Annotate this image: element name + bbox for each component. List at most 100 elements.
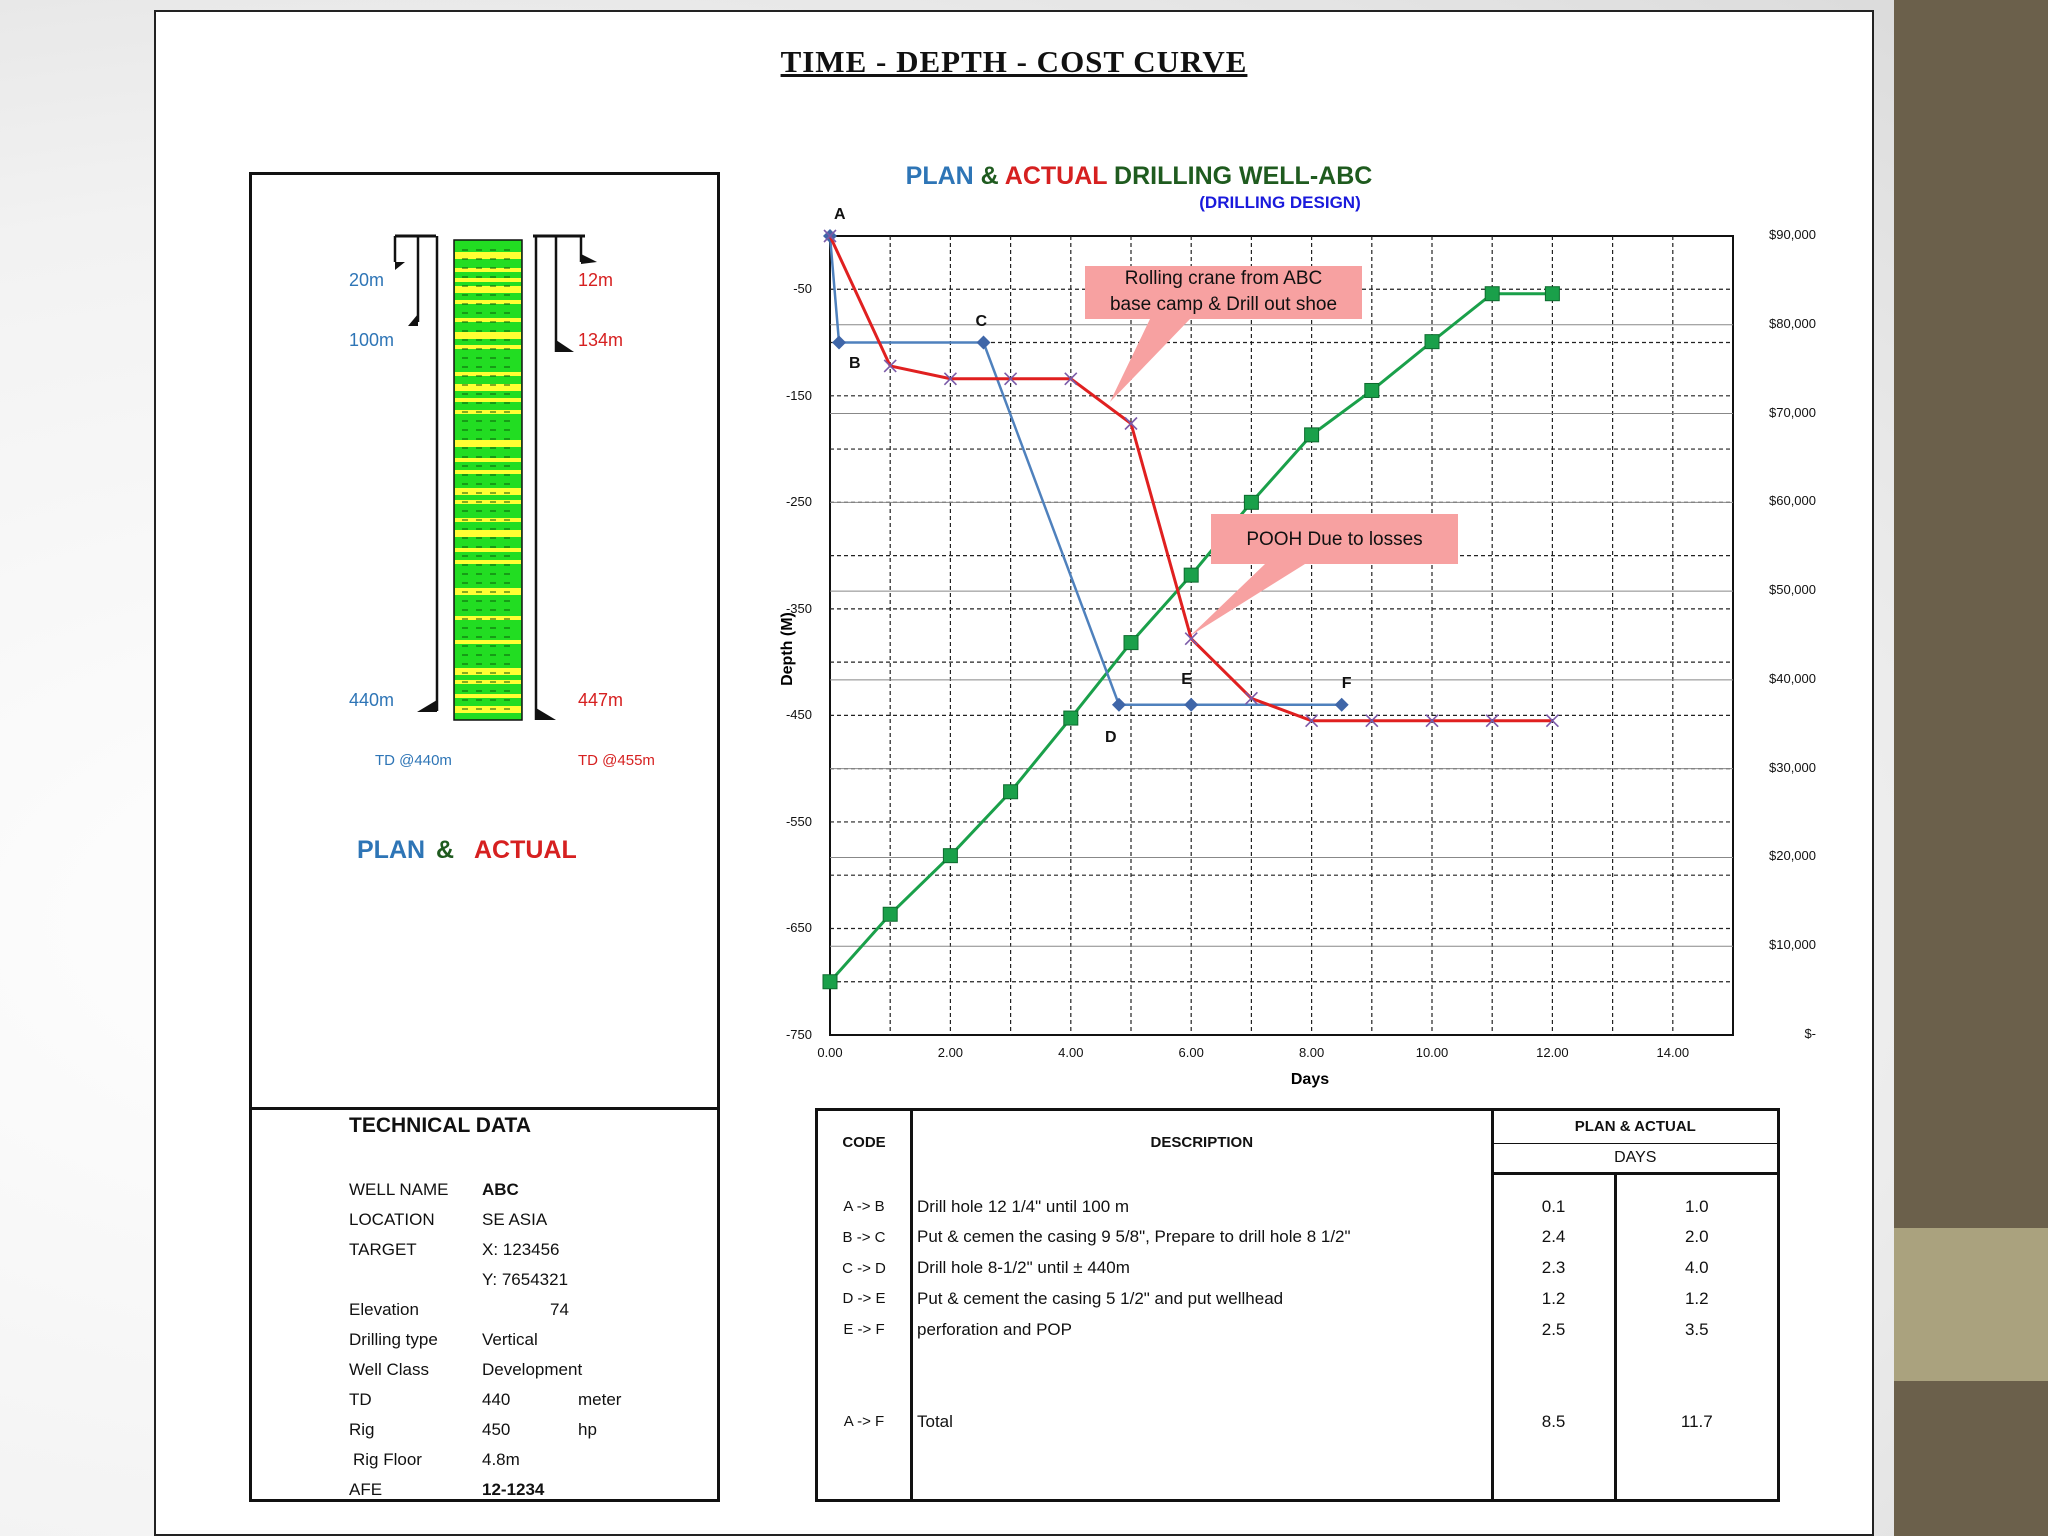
cost-point: [942, 848, 958, 864]
table-row: A -> F Total 8.5 11.7: [815, 1406, 1781, 1437]
header-days: DAYS: [1490, 1143, 1781, 1176]
callout-pointer: [1110, 319, 1190, 402]
lithology-stripe: [455, 332, 521, 339]
x-tick-label: 4.00: [1058, 1045, 1084, 1060]
plan-line: [828, 235, 1342, 706]
lithology-stripe: [455, 518, 521, 522]
lithology-stripe: [455, 668, 521, 675]
y2-tick-label: $30,000: [1769, 759, 1816, 775]
y2-tick-label: $70,000: [1769, 404, 1816, 420]
cell-plan: 2.3: [1490, 1252, 1617, 1284]
plan-depth-label: 100m: [349, 330, 395, 350]
lithology-stripe: [455, 252, 521, 259]
x-tick-label: 14.00: [1656, 1045, 1690, 1060]
actual-point: [1425, 714, 1439, 728]
x-tick-label: 0.00: [817, 1045, 843, 1060]
header-plan-actual: PLAN & ACTUAL: [1490, 1108, 1781, 1144]
empty-cell: [1613, 1436, 1781, 1502]
callout-pooh: POOH Due to losses: [1211, 514, 1458, 564]
y-tick-label: -650: [785, 920, 812, 936]
y2-tick-label: $-: [1804, 1026, 1816, 1041]
lithology-stripe: [455, 318, 521, 322]
actual-point: [883, 359, 897, 373]
series-cost: [822, 286, 1560, 990]
cost-point: [1183, 567, 1199, 583]
tech-value: 440: [482, 1390, 511, 1409]
slide-side-accent: [1894, 1228, 2048, 1381]
table-row: B -> C Put & cemen the casing 9 5/8", Pre…: [815, 1222, 1781, 1253]
actual-point: [823, 229, 837, 243]
panel-divider: [249, 1107, 720, 1110]
chart-title-rest: DRILLING WELL-ABC: [1114, 162, 1373, 190]
cost-point: [1424, 334, 1440, 350]
cell-actual: 1.2: [1613, 1283, 1781, 1315]
cost-point: [1304, 427, 1320, 443]
x-tick-label: 2.00: [937, 1045, 964, 1060]
callout-crane: Rolling crane from ABC base camp & Drill…: [1085, 266, 1362, 319]
y2-tick-label: $90,000: [1769, 227, 1816, 242]
actual-point: [1244, 691, 1258, 705]
point-label: A: [834, 206, 846, 223]
cell-actual: 3.5: [1613, 1314, 1781, 1345]
td-actual-label: TD @455m: [578, 752, 655, 769]
callout-text: POOH Due to losses: [1246, 529, 1423, 550]
cell-plan: 2.5: [1490, 1314, 1617, 1345]
x-axis-label: Days: [1290, 1071, 1330, 1088]
actual-point: [1305, 714, 1319, 728]
legend-plan: PLAN: [357, 836, 426, 864]
empty-cell: [1613, 1173, 1781, 1192]
plan-point: [832, 335, 847, 350]
y-tick-label: -250: [785, 494, 812, 510]
empty-cell: [815, 1436, 913, 1502]
empty-cell: [815, 1344, 913, 1407]
x-tick-label: 8.00: [1298, 1045, 1325, 1060]
y2-tick-label: $10,000: [1769, 937, 1816, 953]
callout-text: base camp & Drill out shoe: [1109, 294, 1338, 315]
cell-plan: 0.1: [1490, 1191, 1617, 1223]
chart-subtitle: (DRILLING DESIGN): [1199, 193, 1361, 212]
header-description: DESCRIPTION: [910, 1107, 1494, 1174]
plan-point: [1334, 697, 1349, 712]
tech-key: LOCATION: [349, 1210, 435, 1229]
cost-point: [1484, 286, 1500, 302]
lithology-stripe: [455, 372, 521, 376]
point-label: B: [849, 354, 861, 372]
tech-unit: hp: [578, 1420, 597, 1439]
empty-cell: [1490, 1436, 1617, 1502]
lithology-stripe: [455, 398, 521, 402]
actual-depth-label: 134m: [578, 330, 624, 350]
x-tick-label: 12.00: [1536, 1045, 1569, 1060]
y2-tick-label: $20,000: [1769, 848, 1816, 864]
actual-point: [943, 372, 957, 386]
chart-title: PLAN & ACTUAL DRILLING WELL-ABC: [0, 162, 2048, 191]
cell-code: C -> D: [815, 1252, 913, 1284]
lithology-stripe: [455, 268, 521, 272]
tech-key: AFE: [349, 1480, 383, 1499]
codes-table: CODE DESCRIPTION PLAN & ACTUAL DAYS A ->…: [815, 1107, 1781, 1502]
chart-grid: [829, 235, 1734, 1036]
cell-code: B -> C: [815, 1222, 913, 1253]
tech-value: X: 123456: [482, 1240, 560, 1259]
cell-code: E -> F: [815, 1314, 913, 1345]
y-tick-label: -50: [793, 281, 812, 297]
cost-point: [1123, 635, 1139, 651]
empty-cell: [910, 1344, 1494, 1407]
plan-point: [976, 335, 991, 350]
empty-cell: [815, 1173, 913, 1192]
plan-depth-label: 20m: [349, 270, 385, 290]
point-label: D: [1104, 728, 1117, 746]
actual-point: [1064, 372, 1078, 386]
table-row: A -> B Drill hole 12 1/4" until 100 m 0.1 1…: [815, 1191, 1781, 1223]
cell-actual: 4.0: [1613, 1252, 1781, 1284]
table-row: D -> E Put & cement the casing 5 1/2" and…: [815, 1283, 1781, 1315]
technical-data-title: TECHNICAL DATA: [349, 1114, 531, 1137]
point-label: E: [1181, 670, 1192, 688]
lithology-stripe: [455, 500, 521, 504]
lithology-stripe: [455, 470, 521, 474]
point-label: F: [1341, 674, 1352, 692]
y2-tick-label: $60,000: [1769, 493, 1816, 509]
tech-value: Y: 7654321: [482, 1270, 569, 1289]
td-plan-label: TD @440m: [375, 752, 452, 769]
